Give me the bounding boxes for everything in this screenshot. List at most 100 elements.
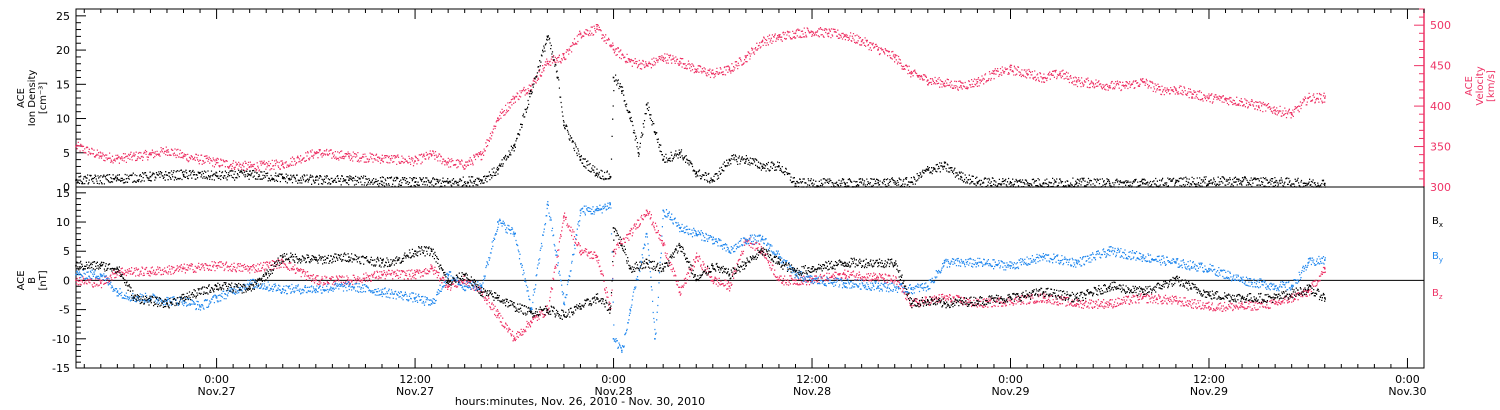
bx-series-point: [166, 303, 168, 305]
by-series-point: [546, 203, 549, 206]
velocity-series-point: [745, 56, 747, 59]
velocity-series-point: [827, 32, 830, 35]
velocity-series-point: [662, 56, 664, 59]
density-series-point: [1307, 182, 1309, 185]
velocity-series-point: [893, 56, 896, 59]
legend-bx: Bx: [1432, 216, 1443, 229]
bz-series-point: [877, 276, 879, 279]
bz-series-point: [430, 267, 433, 270]
x-tick-date-label: Nov.29: [1190, 385, 1228, 398]
density-series-point: [1042, 182, 1045, 184]
by-series-point: [745, 238, 747, 241]
bz-series-point: [1075, 303, 1078, 305]
bx-series-scatter: [76, 227, 1326, 320]
velocity-series-point: [348, 155, 350, 158]
velocity-tick-label: 400: [1430, 100, 1451, 113]
bz-series-point: [463, 279, 466, 282]
b-axis-title-line: B: [27, 277, 38, 284]
density-series-point: [1241, 180, 1243, 183]
density-axis-title: ACE Ion Density [cm⁻³]: [16, 70, 49, 127]
bx-series-point: [75, 265, 77, 267]
bx-series-point: [265, 273, 267, 276]
density-series-point: [761, 165, 764, 168]
density-series-point: [579, 158, 582, 161]
bx-series-point: [1175, 279, 1177, 282]
bx-series-point: [579, 305, 582, 308]
bx-series-point: [612, 227, 615, 229]
bx-series-point: [116, 267, 119, 270]
bz-series-point: [712, 279, 714, 282]
bz-series-point: [1208, 305, 1210, 308]
velocity-series-point: [1257, 105, 1260, 107]
velocity-series-point: [596, 28, 598, 30]
bx-series-point: [728, 273, 731, 276]
density-series-point: [1075, 182, 1078, 184]
density-series-point: [621, 90, 623, 92]
velocity-series-point: [960, 85, 962, 87]
bx-series-point: [182, 297, 185, 299]
legend-subscript: x: [1439, 221, 1443, 229]
bz-series-point: [1274, 303, 1276, 305]
bz-series-point: [149, 270, 152, 273]
bz-series-point: [893, 279, 896, 282]
velocity-axis-title-line: Velocity: [1475, 66, 1486, 105]
velocity-tick-label: 500: [1430, 19, 1451, 32]
bz-series-point: [1324, 267, 1326, 270]
by-series-point: [75, 273, 77, 276]
bz-series-point: [794, 279, 797, 282]
by-series-point: [1042, 256, 1045, 258]
x-tick-time-label: 0:00: [204, 373, 229, 386]
by-series-point: [579, 209, 582, 212]
velocity-series-point: [761, 40, 764, 43]
density-series: [75, 35, 1326, 188]
legend-subscript: z: [1439, 293, 1443, 301]
b-tick-label: -15: [52, 362, 70, 375]
by-series-point: [877, 285, 879, 288]
bx-series-point: [530, 311, 532, 314]
b-tick-label: -5: [59, 304, 70, 317]
x-tick-time-label: 0:00: [601, 373, 626, 386]
density-series-point: [1108, 182, 1111, 185]
density-series-point: [596, 172, 598, 175]
velocity-series-point: [497, 117, 499, 119]
bx-series-point: [1009, 297, 1012, 299]
velocity-series-point: [794, 32, 797, 35]
density-axis-title-line: ACE: [16, 88, 27, 108]
density-series-point: [943, 165, 946, 168]
velocity-series-point: [728, 68, 731, 71]
bx-series-point: [761, 250, 764, 252]
by-series-point: [695, 232, 697, 235]
by-series: [75, 201, 1326, 353]
density-series-point: [348, 179, 350, 181]
by-series-point: [1324, 259, 1326, 261]
bz-series-point: [248, 267, 251, 270]
by-series-point: [414, 297, 416, 299]
by-series-point: [621, 349, 623, 352]
by-series-point: [596, 209, 598, 212]
by-series-point: [943, 262, 946, 264]
velocity-series-point: [1009, 68, 1012, 71]
bx-series-point: [1241, 297, 1243, 299]
x-tick-date-label: Nov.30: [1388, 385, 1426, 398]
bx-series-point: [315, 259, 317, 261]
density-tick-label: 0: [63, 181, 70, 194]
density-axis-title-line: Ion Density: [27, 70, 38, 127]
bz-series-point: [943, 297, 946, 299]
bx-series-point: [1108, 285, 1111, 288]
bx-series-point: [463, 273, 466, 276]
legend-by: By: [1432, 251, 1443, 264]
velocity-series-point: [1241, 101, 1243, 103]
density-series-point: [910, 181, 913, 183]
by-series-point: [563, 303, 565, 305]
velocity-tick-label: 300: [1430, 181, 1451, 194]
bz-series-point: [563, 215, 565, 217]
velocity-series-point: [281, 163, 284, 166]
density-series-point: [678, 152, 681, 154]
bz-series-point: [728, 285, 731, 288]
density-tick-label: 5: [63, 147, 70, 160]
b-axis-title: ACE B [nT]: [16, 270, 49, 290]
x-axis-title: hours:minutes, Nov. 26, 2010 - Nov. 30, …: [455, 395, 705, 408]
velocity-series: [75, 24, 1326, 172]
by-series-point: [182, 300, 185, 302]
bz-series-point: [215, 265, 218, 267]
